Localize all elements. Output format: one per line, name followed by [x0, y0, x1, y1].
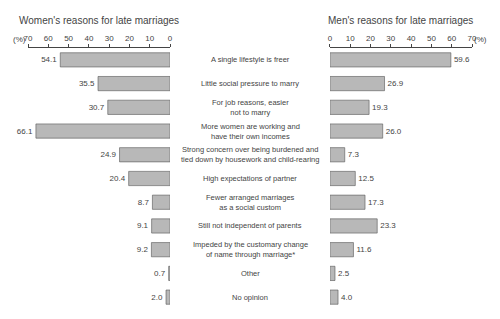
svg-text:Other: Other: [241, 269, 260, 278]
svg-text:7.3: 7.3: [348, 150, 360, 159]
svg-text:(%): (%): [13, 35, 26, 44]
svg-text:10: 10: [346, 34, 355, 43]
svg-text:9.2: 9.2: [137, 245, 149, 254]
svg-text:24.9: 24.9: [100, 150, 116, 159]
svg-text:A single lifestyle is freer: A single lifestyle is freer: [211, 55, 290, 64]
svg-text:12.5: 12.5: [358, 174, 374, 183]
svg-text:(%): (%): [474, 35, 487, 44]
svg-text:59.6: 59.6: [454, 55, 470, 64]
svg-text:Still not independent of paren: Still not independent of parents: [198, 221, 302, 230]
svg-text:9.1: 9.1: [137, 221, 149, 230]
svg-text:70: 70: [24, 34, 33, 43]
svg-text:19.3: 19.3: [372, 103, 388, 112]
svg-text:No opinion: No opinion: [232, 293, 268, 302]
svg-text:60: 60: [44, 34, 53, 43]
svg-text:26.9: 26.9: [388, 79, 404, 88]
svg-text:0: 0: [328, 34, 333, 43]
svg-text:20: 20: [366, 34, 375, 43]
svg-text:Men's reasons for late marriag: Men's reasons for late marriages: [328, 15, 473, 26]
svg-text:Women's reasons for late marri: Women's reasons for late marriages: [19, 15, 179, 26]
svg-text:Impeded by the customary chang: Impeded by the customary changeof name t…: [193, 240, 308, 259]
svg-text:20: 20: [125, 34, 134, 43]
svg-text:2.0: 2.0: [151, 293, 163, 302]
svg-text:Little social pressure to marr: Little social pressure to marry: [201, 79, 299, 88]
svg-text:High expectations of partner: High expectations of partner: [203, 174, 297, 183]
svg-text:20.4: 20.4: [110, 174, 126, 183]
svg-text:30: 30: [105, 34, 114, 43]
svg-text:35.5: 35.5: [79, 79, 95, 88]
svg-text:50: 50: [64, 34, 73, 43]
svg-text:Fewer arranged marriagesas a s: Fewer arranged marriagesas a social cust…: [206, 193, 295, 212]
svg-text:For job reasons, easiernot to: For job reasons, easiernot to marry: [212, 98, 289, 117]
svg-text:54.1: 54.1: [41, 55, 57, 64]
svg-text:60: 60: [447, 34, 456, 43]
svg-text:0: 0: [168, 34, 173, 43]
svg-text:More women are working andhave: More women are working andhave their own…: [201, 122, 300, 141]
svg-text:40: 40: [84, 34, 93, 43]
svg-text:40: 40: [407, 34, 416, 43]
svg-text:4.0: 4.0: [341, 293, 353, 302]
svg-text:26.0: 26.0: [386, 127, 402, 136]
svg-text:66.1: 66.1: [17, 127, 33, 136]
svg-text:8.7: 8.7: [138, 198, 150, 207]
svg-text:Strong concern over being burd: Strong concern over being burdened andti…: [181, 145, 319, 164]
svg-text:0.7: 0.7: [154, 269, 166, 278]
svg-text:17.3: 17.3: [368, 198, 384, 207]
svg-text:30: 30: [386, 34, 395, 43]
svg-text:2.5: 2.5: [338, 269, 350, 278]
svg-text:10: 10: [145, 34, 154, 43]
svg-text:11.6: 11.6: [356, 245, 372, 254]
svg-text:23.3: 23.3: [380, 221, 396, 230]
svg-text:30.7: 30.7: [89, 103, 105, 112]
svg-text:70: 70: [468, 34, 477, 43]
svg-text:50: 50: [427, 34, 436, 43]
